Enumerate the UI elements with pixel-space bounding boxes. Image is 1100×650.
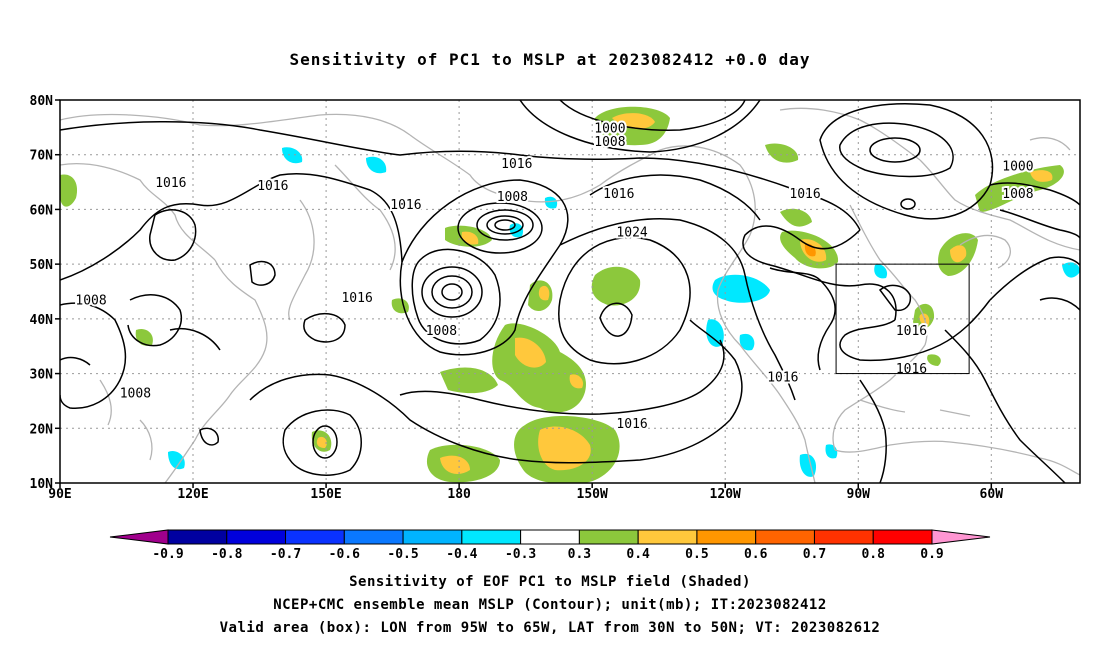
colorbar-label: 0.7 <box>803 547 826 562</box>
map-frame <box>59 99 1081 484</box>
colorbar-label: 0.8 <box>861 547 885 562</box>
colorbar: -0.9 -0.8 -0.7 -0.6 -0.5 -0.4 -0.3 0.3 0.4 0.5 0.6… <box>109 529 991 562</box>
contour-label: 1016 <box>616 417 647 432</box>
colorbar-label: -0.3 <box>505 547 536 562</box>
lat-tick-label: 40N <box>30 313 54 328</box>
colorbar-label: -0.9 <box>152 547 183 562</box>
colorbar-segment <box>520 529 580 545</box>
contour-label: 1016 <box>341 291 372 306</box>
colorbar-segment <box>872 529 933 545</box>
contour-label: 1000 <box>1002 160 1033 175</box>
colorbar-segment <box>461 529 522 545</box>
lat-tick-label: 80N <box>30 94 54 109</box>
contour-label: 1016 <box>789 187 820 202</box>
contour-label: 1016 <box>390 198 421 213</box>
colorbar-extend-low <box>109 529 169 545</box>
colorbar-segment <box>755 529 815 545</box>
contour-label: 1000 <box>594 121 625 136</box>
lat-tick-label: 60N <box>30 203 54 218</box>
colorbar-label: -0.7 <box>270 547 301 562</box>
colorbar-label: 0.5 <box>685 547 708 562</box>
longitude-axis: 90E 120E 150E 180 150W 120W 90W 60W <box>48 483 1003 502</box>
contour-label: 1016 <box>896 324 927 339</box>
latitude-axis: 80N 70N 60N 50N 40N 30N 20N 10N <box>30 94 60 492</box>
contour-label: 1008 <box>120 387 151 402</box>
colorbar-label: -0.4 <box>446 547 477 562</box>
contour-label: 1016 <box>501 157 532 172</box>
lon-tick-label: 120E <box>177 487 208 502</box>
contour-label: 1008 <box>497 190 528 205</box>
lon-tick-label: 150E <box>310 487 341 502</box>
colorbar-label: -0.8 <box>211 547 242 562</box>
contour-label: 1008 <box>1002 187 1033 202</box>
colorbar-segment <box>343 529 404 545</box>
graticule <box>60 100 1080 483</box>
colorbar-label: 0.3 <box>568 547 591 562</box>
colorbar-segment <box>285 529 345 545</box>
colorbar-label: 0.9 <box>920 547 943 562</box>
lon-tick-label: 120W <box>710 487 741 502</box>
contour-label: 1008 <box>594 135 625 150</box>
colorbar-segment <box>813 529 874 545</box>
colorbar-segment <box>696 529 757 545</box>
colorbar-label: -0.6 <box>329 547 360 562</box>
caption-contour: NCEP+CMC ensemble mean MSLP (Contour); u… <box>273 597 827 613</box>
contour-label: 1016 <box>896 362 927 377</box>
lat-tick-label: 30N <box>30 368 54 383</box>
contour-label: 1024 <box>616 225 647 240</box>
lat-tick-label: 20N <box>30 422 54 437</box>
colorbar-label: 0.6 <box>744 547 768 562</box>
colorbar-extend-high <box>931 529 991 545</box>
contour-label: 1008 <box>75 294 106 309</box>
colorbar-segment <box>226 529 287 545</box>
coastlines <box>60 107 1080 483</box>
caption-valid-area: Valid area (box): LON from 95W to 65W, L… <box>219 620 881 636</box>
mslp-contours <box>60 100 1080 483</box>
colorbar-segment <box>637 529 698 545</box>
colorbar-label: 0.4 <box>626 547 650 562</box>
caption-shading: Sensitivity of EOF PC1 to MSLP field (Sh… <box>349 574 751 590</box>
contour-label: 1016 <box>257 179 288 194</box>
contour-label: 1016 <box>155 176 186 191</box>
contour-label: 1016 <box>603 187 634 202</box>
valid-area-box <box>835 263 970 375</box>
lon-tick-label: 90W <box>847 487 871 502</box>
sensitivity-shading <box>60 106 1080 483</box>
lat-tick-label: 70N <box>30 149 54 164</box>
contour-label: 1016 <box>767 370 798 385</box>
colorbar-label: -0.5 <box>387 547 418 562</box>
colorbar-segment <box>402 529 463 545</box>
lon-tick-label: 150W <box>577 487 608 502</box>
lat-tick-label: 10N <box>30 477 54 492</box>
chart-title: Sensitivity of PC1 to MSLP at 2023082412… <box>289 50 811 69</box>
lon-tick-label: 90E <box>48 487 71 502</box>
colorbar-segment <box>578 529 639 545</box>
lon-tick-label: 180 <box>447 487 471 502</box>
contour-label: 1008 <box>426 324 457 339</box>
lat-tick-label: 50N <box>30 258 54 273</box>
contour-labels: 1000100810001008101610161008102410161016… <box>73 119 1035 433</box>
colorbar-segment <box>167 529 228 545</box>
lon-tick-label: 60W <box>980 487 1004 502</box>
